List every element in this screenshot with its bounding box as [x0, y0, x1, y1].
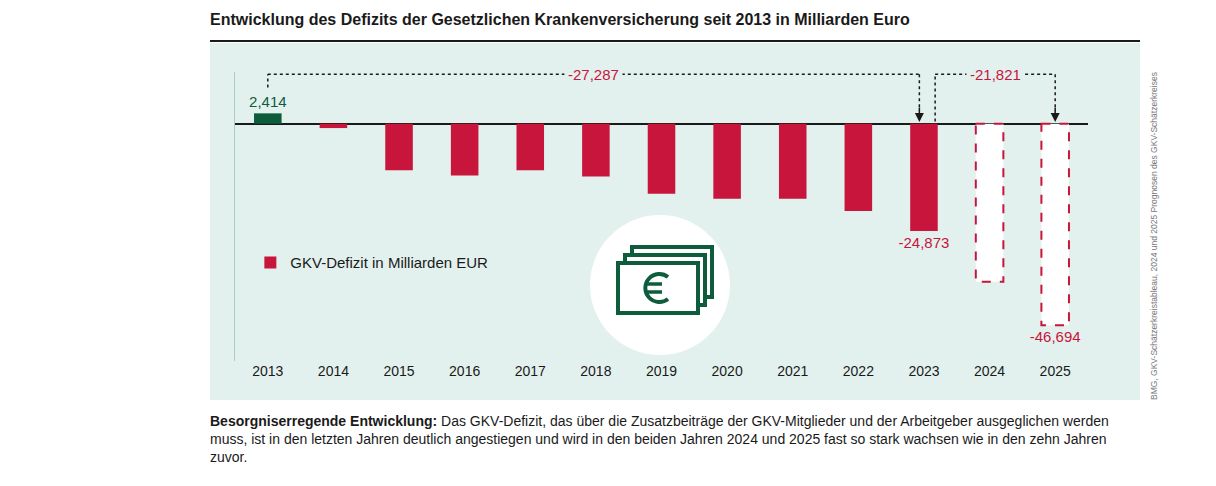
svg-text:2017: 2017: [515, 363, 546, 379]
svg-text:2015: 2015: [383, 363, 414, 379]
svg-text:-27,287: -27,287: [568, 66, 619, 83]
svg-text:-21,821: -21,821: [970, 66, 1021, 83]
svg-text:2016: 2016: [449, 363, 480, 379]
svg-text:2013: 2013: [252, 363, 283, 379]
html-text:BMG, GKV-Schätzerkreistableau,: BMG, GKV-Schätzerkreistableau, 2024 und …: [1149, 72, 1159, 400]
svg-text:2014: 2014: [318, 363, 349, 379]
svg-text:2022: 2022: [843, 363, 874, 379]
svg-text:2019: 2019: [646, 363, 677, 379]
svg-text:2020: 2020: [712, 363, 743, 379]
svg-text:2023: 2023: [908, 363, 939, 379]
svg-text:-46,694: -46,694: [1030, 328, 1081, 345]
html-text:Entwicklung des Defizits der G: Entwicklung des Defizits der Gesetzliche…: [210, 11, 910, 28]
svg-text:-24,873: -24,873: [899, 234, 950, 251]
svg-text:2025: 2025: [1040, 363, 1071, 379]
svg-text:GKV-Defizit in Milliarden EUR: GKV-Defizit in Milliarden EUR: [290, 254, 488, 271]
svg-text:2018: 2018: [580, 363, 611, 379]
svg-text:2021: 2021: [777, 363, 808, 379]
html-text:Besorgniserregende Entwicklung: Besorgniserregende Entwicklung: Das GKV-…: [210, 413, 1109, 465]
svg-text:2024: 2024: [974, 363, 1005, 379]
svg-text:2,414: 2,414: [249, 93, 287, 110]
